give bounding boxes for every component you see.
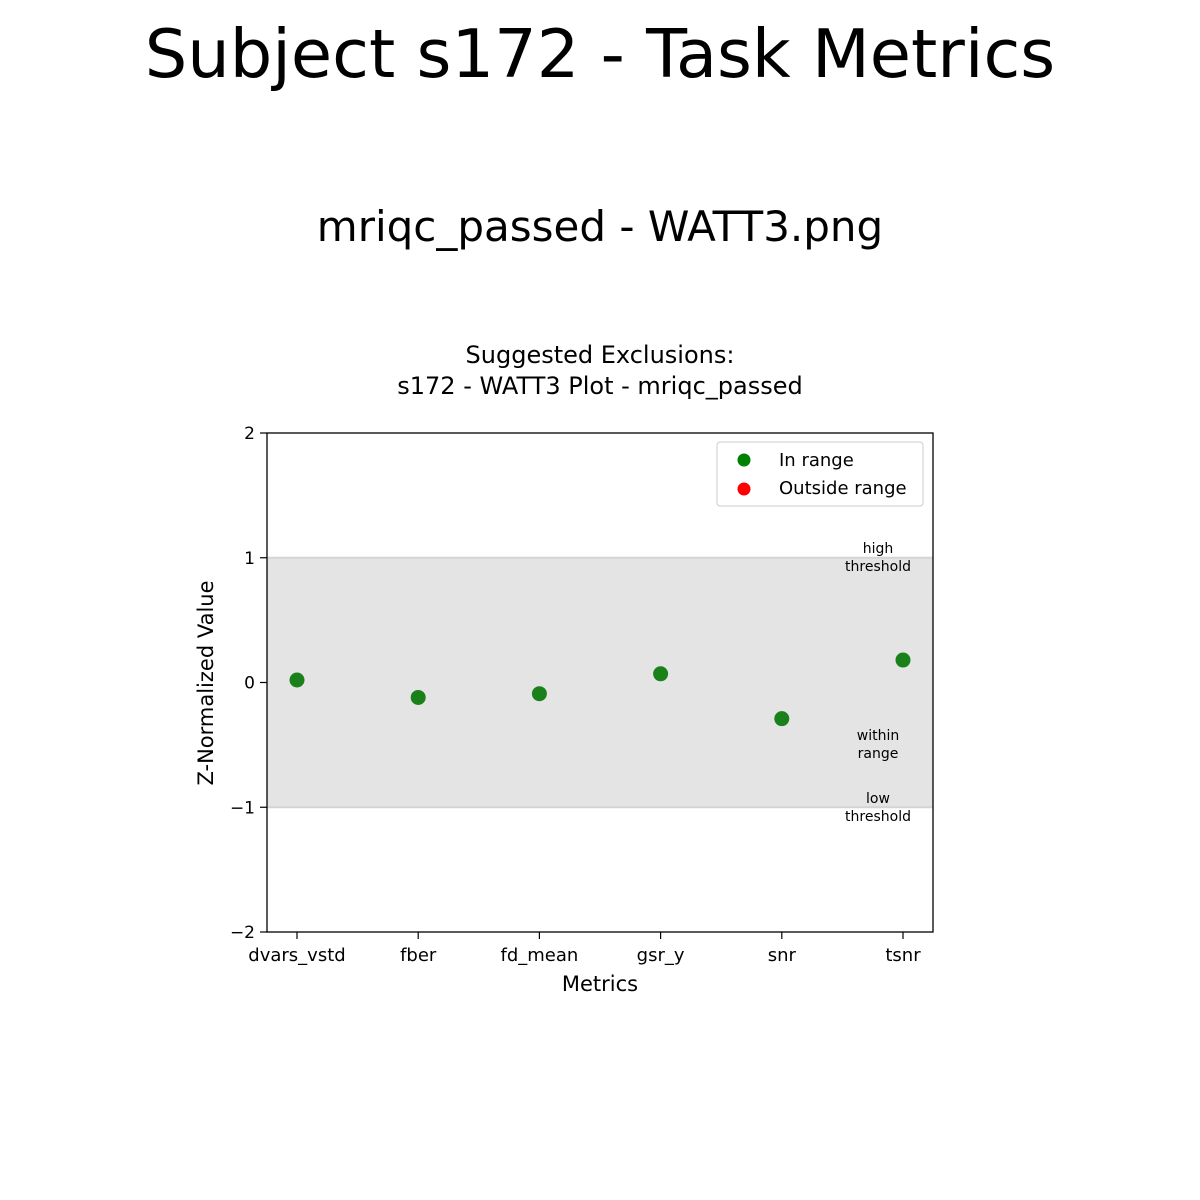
legend-marker-outside-range <box>737 482 751 496</box>
within-range-label-line-1: within <box>857 728 899 744</box>
data-point <box>410 689 426 705</box>
data-point <box>774 711 790 727</box>
x-tick-label: dvars_vstd <box>248 945 345 966</box>
x-axis-label: Metrics <box>562 972 638 996</box>
within-range-band <box>267 557 933 808</box>
legend-label-outside-range: Outside range <box>779 478 907 499</box>
y-tick-label: 0 <box>244 674 255 694</box>
chart-title-line-1: Suggested Exclusions: <box>466 341 735 369</box>
x-tick-label: snr <box>768 945 797 966</box>
low-threshold-label-line-1: low <box>866 791 890 807</box>
y-axis-label: Z-Normalized Value <box>194 580 218 785</box>
high-threshold-label-line-2: threshold <box>845 559 911 575</box>
high-threshold-label-line-1: high <box>863 541 894 557</box>
x-axis: dvars_vstd fber fd_mean gsr_y snr tsnr <box>248 932 921 966</box>
page-title: Subject s172 - Task Metrics <box>144 15 1056 93</box>
legend-box <box>716 441 924 507</box>
legend: In range Outside range <box>716 441 924 507</box>
page-subtitle: mriqc_passed - WATT3.png <box>316 202 884 251</box>
y-tick-label: −1 <box>230 798 255 818</box>
y-tick-label: 2 <box>244 424 255 444</box>
x-tick-label: tsnr <box>885 945 921 966</box>
data-point <box>289 672 305 688</box>
data-point <box>531 686 547 702</box>
data-points <box>289 652 911 727</box>
chart-title-line-2: s172 - WATT3 Plot - mriqc_passed <box>397 372 802 400</box>
x-tick-label: fd_mean <box>500 945 578 966</box>
data-point <box>653 666 669 682</box>
y-axis: 2 1 0 −1 −2 <box>230 424 267 943</box>
legend-marker-in-range <box>737 453 751 467</box>
annotations: high threshold within range low threshol… <box>845 541 911 825</box>
low-threshold-label-line-2: threshold <box>845 809 911 825</box>
y-tick-label: 1 <box>244 549 255 569</box>
data-point <box>895 652 911 668</box>
x-tick-label: fber <box>400 945 437 966</box>
x-tick-label: gsr_y <box>637 945 685 966</box>
plot-frame <box>266 432 934 933</box>
within-range-label-line-2: range <box>858 746 899 762</box>
legend-label-in-range: In range <box>779 450 854 471</box>
y-tick-label: −2 <box>230 923 255 943</box>
